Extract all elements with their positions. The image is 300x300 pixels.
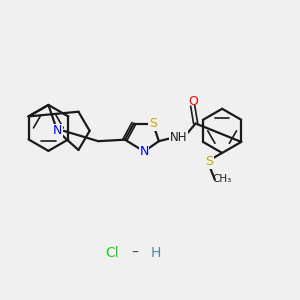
Text: S: S <box>205 155 213 168</box>
Text: O: O <box>188 95 198 108</box>
Text: N: N <box>52 124 62 137</box>
Text: CH₃: CH₃ <box>212 174 232 184</box>
Text: N: N <box>140 145 149 158</box>
Text: NH: NH <box>170 131 187 144</box>
Text: H: H <box>151 246 161 260</box>
Text: S: S <box>149 117 157 130</box>
Text: Cl: Cl <box>105 246 119 260</box>
Text: –: – <box>132 246 139 260</box>
